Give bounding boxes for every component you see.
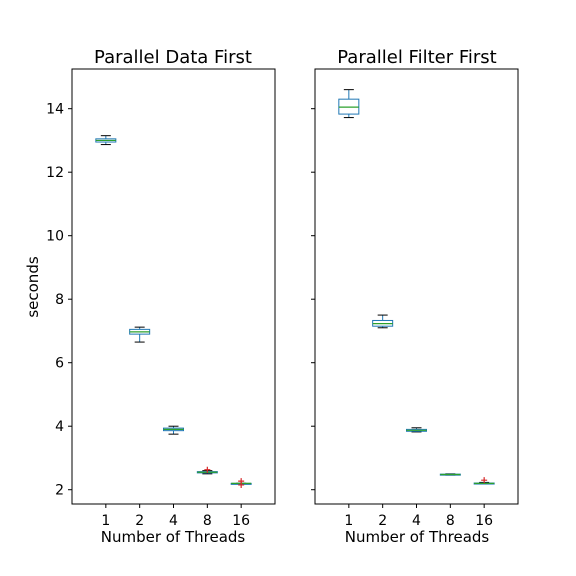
x-axis-label: Number of Threads: [101, 528, 246, 546]
panel-title: Parallel Filter First: [337, 47, 497, 68]
x-tick-label: 1: [344, 513, 353, 529]
x-axis-label: Number of Threads: [345, 528, 490, 546]
x-tick-label: 16: [475, 513, 493, 529]
y-tick-label: 10: [46, 229, 64, 245]
box-2: [372, 314, 394, 329]
x-tick-label: 2: [135, 513, 144, 529]
flier-marker: [238, 478, 245, 485]
box-8: [439, 473, 461, 476]
box-1: [338, 89, 360, 119]
y-tick-label: 6: [55, 356, 64, 372]
panel-parallel-filter-first: Parallel Filter First Number of Threads …: [311, 47, 519, 546]
x-tick-label: 1: [101, 513, 110, 529]
y-tick-label: 2: [55, 483, 64, 499]
box-1: [95, 135, 117, 146]
box-4: [406, 427, 427, 433]
y-tick-label: 14: [46, 102, 64, 118]
panel-title: Parallel Data First: [94, 47, 252, 68]
flier-marker: [481, 477, 488, 484]
box-8: [196, 466, 218, 475]
panel-parallel-data-first: Parallel Data First seconds Number of Th…: [24, 47, 276, 546]
box-4: [163, 425, 184, 435]
x-tick-label: 4: [169, 513, 178, 529]
axes-frame: [314, 68, 519, 505]
x-tick-label: 16: [232, 513, 250, 529]
x-tick-label: 4: [412, 513, 421, 529]
x-tick-label: 8: [203, 513, 212, 529]
box-2: [129, 326, 151, 343]
axes-frame: [71, 68, 276, 505]
y-tick-label: 4: [55, 419, 64, 435]
x-tick-label: 2: [378, 513, 387, 529]
y-tick-label: 12: [46, 165, 64, 181]
box-16: [473, 477, 495, 485]
x-tick-label: 8: [446, 513, 455, 529]
y-tick-label: 8: [55, 292, 64, 308]
flier-marker: [204, 466, 211, 473]
box-16: [230, 478, 252, 488]
y-axis-label: seconds: [24, 256, 42, 317]
plot-area: 1 2 4 8 16: [311, 89, 495, 529]
